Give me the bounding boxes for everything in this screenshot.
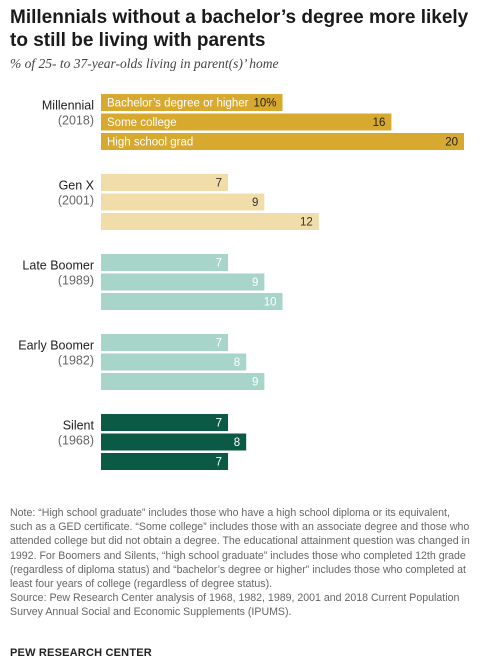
category-label-early-boomer: Early Boomer xyxy=(18,338,94,352)
bar-chart: Millennial(2018) Bachelor’s degree or hig… xyxy=(18,94,464,470)
bar-early-boomer-high-school-grad xyxy=(101,373,265,390)
bar-late-boomer-bachelor-s-degree-or-higher xyxy=(101,254,229,271)
bar-late-boomer-some-college xyxy=(101,273,265,291)
note-text: Note: “High school graduate” includes th… xyxy=(10,507,470,591)
bar-group-gen-x: Gen X(2001) 7 9 12 xyxy=(58,174,319,230)
category-year-gen-x: (2001) xyxy=(58,193,94,207)
bar-group-early-boomer: Early Boomer(1982) 789 xyxy=(18,334,265,390)
bar-gen-x-high-school-grad xyxy=(101,213,319,230)
value-label-late-boomer-high-school-grad: 10 xyxy=(264,297,277,309)
bar-silent-high-school-grad xyxy=(101,453,229,470)
bar-millennial-some-college xyxy=(101,113,392,131)
category-year-millennial: (2018) xyxy=(58,113,94,127)
source-text: Source: Pew Research Center analysis of … xyxy=(10,592,460,619)
category-year-early-boomer: (1982) xyxy=(58,353,94,367)
chart-subtitle: % of 25- to 37-year-olds living in paren… xyxy=(10,56,279,71)
value-label-silent-bachelor-s-degree-or-higher: 7 xyxy=(216,418,222,430)
category-year-silent: (1968) xyxy=(58,433,94,447)
value-label-gen-x-high-school-grad: 12 xyxy=(300,217,313,229)
bar-group-millennial: Millennial(2018) Bachelor’s degree or hig… xyxy=(42,94,464,150)
bar-silent-some-college xyxy=(101,433,247,451)
value-label-late-boomer-bachelor-s-degree-or-higher: 7 xyxy=(216,258,222,270)
chart-title: Millennials without a bachelor’s degree … xyxy=(10,7,469,51)
value-label-silent-high-school-grad: 7 xyxy=(216,457,222,469)
bar-late-boomer-high-school-grad xyxy=(101,293,283,310)
series-label-bachelor-s-degree-or-higher: Bachelor’s degree or higher xyxy=(107,98,249,110)
pew-logo-text: PEW RESEARCH CENTER xyxy=(10,647,152,659)
bar-early-boomer-some-college xyxy=(101,353,247,371)
category-label-millennial: Millennial xyxy=(42,98,94,112)
value-label-millennial-bachelor-s-degree-or-higher: 10% xyxy=(253,98,276,110)
value-label-gen-x-bachelor-s-degree-or-higher: 7 xyxy=(216,178,222,190)
bar-gen-x-some-college xyxy=(101,193,265,211)
category-label-silent: Silent xyxy=(63,418,95,432)
category-year-late-boomer: (1989) xyxy=(58,273,94,287)
bar-millennial-bachelor-s-degree-or-higher xyxy=(101,94,283,111)
category-label-gen-x: Gen X xyxy=(59,178,95,192)
value-label-early-boomer-high-school-grad: 9 xyxy=(252,377,258,389)
value-label-early-boomer-some-college: 8 xyxy=(234,357,240,369)
value-label-late-boomer-some-college: 9 xyxy=(252,277,258,289)
value-label-millennial-high-school-grad: 20 xyxy=(445,137,458,149)
category-label-late-boomer: Late Boomer xyxy=(22,258,94,272)
bar-early-boomer-bachelor-s-degree-or-higher xyxy=(101,334,229,351)
bar-silent-bachelor-s-degree-or-higher xyxy=(101,414,229,431)
bar-group-silent: Silent(1968) 787 xyxy=(58,414,247,470)
value-label-silent-some-college: 8 xyxy=(234,437,240,449)
chart-notes: Note: “High school graduate” includes th… xyxy=(10,506,472,620)
series-label-high-school-grad: High school grad xyxy=(107,137,193,149)
value-label-early-boomer-bachelor-s-degree-or-higher: 7 xyxy=(216,338,222,350)
series-label-some-college: Some college xyxy=(107,117,177,129)
value-label-gen-x-some-college: 9 xyxy=(252,197,258,209)
value-label-millennial-some-college: 16 xyxy=(373,117,386,129)
bar-group-late-boomer: Late Boomer(1989) 7 9 10 xyxy=(22,254,283,310)
bar-millennial-high-school-grad xyxy=(101,133,464,150)
bar-gen-x-bachelor-s-degree-or-higher xyxy=(101,174,229,191)
